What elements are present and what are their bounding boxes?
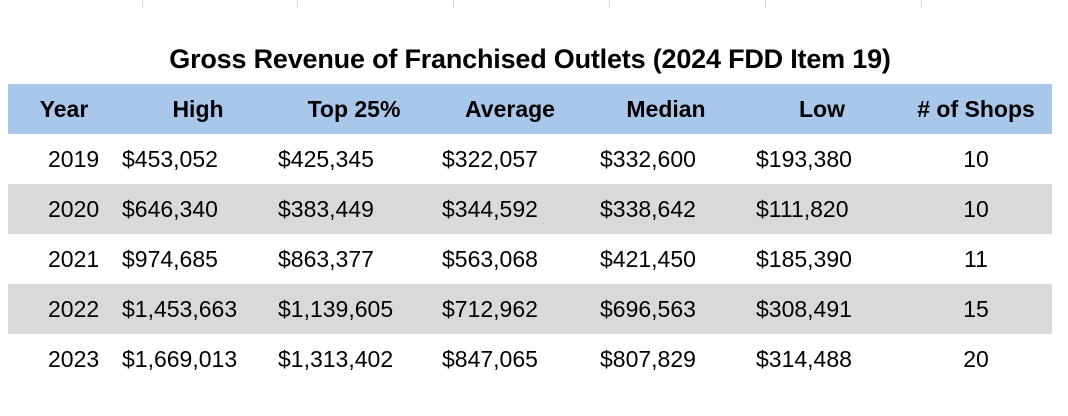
cell-low: $185,390 bbox=[756, 245, 852, 272]
cell-top25: $383,449 bbox=[278, 195, 374, 222]
cell-high: $1,669,013 bbox=[122, 345, 238, 372]
cell-shops: 10 bbox=[963, 145, 989, 172]
cell-average: $712,962 bbox=[442, 295, 538, 322]
cell-top25: $1,139,605 bbox=[278, 295, 394, 322]
gridline bbox=[765, 0, 766, 8]
cell-high: $974,685 bbox=[122, 245, 218, 272]
cell-shops: 11 bbox=[964, 245, 988, 272]
cell-median: $332,600 bbox=[600, 145, 696, 172]
header-year: Year bbox=[39, 95, 89, 122]
cell-low: $193,380 bbox=[756, 145, 852, 172]
gridline bbox=[142, 0, 143, 8]
table-row: 2020 $646,340 $383,449 $344,592 $338,642… bbox=[8, 184, 1052, 234]
gridline bbox=[609, 0, 610, 8]
table-row: 2022 $1,453,663 $1,139,605 $712,962 $696… bbox=[8, 284, 1052, 334]
table-title: Gross Revenue of Franchised Outlets (202… bbox=[169, 44, 891, 74]
header-top25: Top 25% bbox=[307, 95, 401, 122]
cell-top25: $863,377 bbox=[278, 245, 374, 272]
cell-average: $322,057 bbox=[442, 145, 538, 172]
table-row: 2021 $974,685 $863,377 $563,068 $421,450… bbox=[8, 234, 1052, 284]
gridline bbox=[921, 0, 922, 8]
cell-median: $696,563 bbox=[600, 295, 696, 322]
cell-median: $421,450 bbox=[600, 245, 696, 272]
gridline bbox=[453, 0, 454, 8]
cell-average: $563,068 bbox=[442, 245, 538, 272]
spreadsheet-gridlines bbox=[0, 0, 1068, 8]
cell-low: $308,491 bbox=[756, 295, 852, 322]
cell-median: $807,829 bbox=[600, 345, 696, 372]
cell-high: $646,340 bbox=[122, 195, 218, 222]
table-header-row: Year High Top 25% Average Median Low # o… bbox=[8, 84, 1052, 134]
cell-shops: 15 bbox=[963, 295, 989, 322]
cell-shops: 20 bbox=[963, 345, 989, 372]
gridline bbox=[297, 0, 298, 8]
revenue-table: Year High Top 25% Average Median Low # o… bbox=[8, 84, 1052, 384]
cell-year: 2023 bbox=[48, 345, 100, 372]
cell-top25: $425,345 bbox=[278, 145, 374, 172]
table-row: 2019 $453,052 $425,345 $322,057 $332,600… bbox=[8, 134, 1052, 184]
header-low: Low bbox=[799, 95, 845, 122]
header-high: High bbox=[172, 95, 224, 122]
cell-year: 2019 bbox=[48, 145, 100, 172]
cell-high: $1,453,663 bbox=[122, 295, 238, 322]
header-shops: # of Shops bbox=[917, 95, 1035, 122]
cell-average: $847,065 bbox=[442, 345, 538, 372]
header-median: Median bbox=[626, 95, 706, 122]
header-average: Average bbox=[465, 95, 555, 122]
cell-year: 2021 bbox=[48, 245, 100, 272]
cell-top25: $1,313,402 bbox=[278, 345, 394, 372]
cell-median: $338,642 bbox=[600, 195, 696, 222]
cell-low: $111,820 bbox=[756, 195, 849, 222]
cell-shops: 10 bbox=[963, 195, 989, 222]
cell-average: $344,592 bbox=[442, 195, 538, 222]
cell-year: 2020 bbox=[48, 195, 100, 222]
cell-high: $453,052 bbox=[122, 145, 218, 172]
table-row: 2023 $1,669,013 $1,313,402 $847,065 $807… bbox=[8, 334, 1052, 384]
cell-low: $314,488 bbox=[756, 345, 852, 372]
cell-year: 2022 bbox=[48, 295, 100, 322]
